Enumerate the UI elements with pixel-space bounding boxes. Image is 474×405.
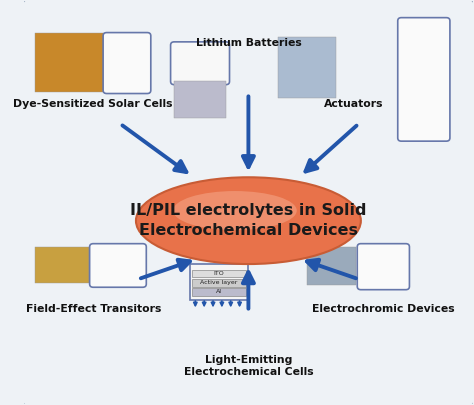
Bar: [192, 288, 246, 296]
FancyArrowPatch shape: [202, 301, 206, 306]
Text: Lithium Batteries: Lithium Batteries: [196, 38, 301, 48]
Text: Al: Al: [216, 289, 222, 294]
FancyArrowPatch shape: [238, 301, 241, 306]
Bar: [35, 247, 89, 283]
Bar: [192, 270, 246, 277]
FancyArrowPatch shape: [122, 126, 186, 172]
Text: Active layer: Active layer: [201, 280, 238, 285]
FancyArrowPatch shape: [220, 301, 224, 306]
Ellipse shape: [173, 191, 297, 230]
FancyArrowPatch shape: [141, 260, 190, 278]
Text: Dye-Sensitized Solar Cells: Dye-Sensitized Solar Cells: [13, 98, 173, 109]
Bar: [192, 279, 246, 287]
FancyBboxPatch shape: [22, 0, 474, 405]
FancyBboxPatch shape: [398, 18, 450, 141]
Text: IL/PIL electrolytes in Solid
Electrochemical Devices: IL/PIL electrolytes in Solid Electrochem…: [130, 203, 367, 238]
Text: Light-Emitting
Electrochemical Cells: Light-Emitting Electrochemical Cells: [183, 355, 313, 377]
FancyArrowPatch shape: [229, 301, 232, 306]
Text: ITO: ITO: [214, 271, 225, 276]
FancyArrowPatch shape: [194, 301, 197, 306]
FancyArrowPatch shape: [305, 126, 356, 171]
Text: Field-Effect Transitors: Field-Effect Transitors: [26, 305, 161, 314]
FancyBboxPatch shape: [103, 32, 151, 94]
Bar: [190, 264, 248, 300]
Text: Actuators: Actuators: [324, 98, 384, 109]
FancyArrowPatch shape: [307, 260, 356, 278]
Bar: [278, 37, 336, 98]
FancyArrowPatch shape: [243, 272, 254, 309]
FancyBboxPatch shape: [90, 244, 146, 287]
Ellipse shape: [136, 177, 361, 264]
Bar: [174, 81, 226, 118]
Bar: [35, 33, 104, 92]
FancyArrowPatch shape: [211, 301, 215, 306]
Bar: [307, 247, 356, 285]
FancyBboxPatch shape: [171, 42, 229, 85]
FancyArrowPatch shape: [243, 96, 254, 167]
FancyBboxPatch shape: [357, 244, 410, 290]
Text: Electrochromic Devices: Electrochromic Devices: [312, 305, 455, 314]
